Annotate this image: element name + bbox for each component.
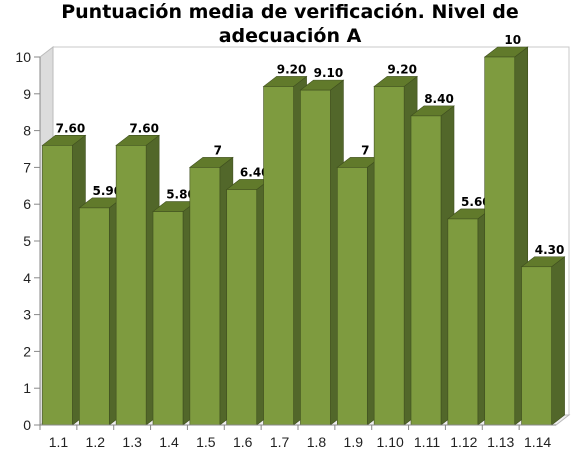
bar-front xyxy=(263,86,294,426)
y-tick-label: 6 xyxy=(23,196,31,212)
x-tick-label: 1.6 xyxy=(233,434,253,450)
bar-front xyxy=(410,115,442,426)
bar: 5.80 xyxy=(152,188,197,426)
x-tick-label: 1.2 xyxy=(86,434,106,450)
data-label: 7.60 xyxy=(56,121,86,135)
bar: 7 xyxy=(188,143,234,426)
y-tick-label: 5 xyxy=(23,233,31,249)
x-tick-label: 1.1 xyxy=(49,434,69,450)
y-tick-label: 7 xyxy=(23,159,31,175)
data-label: 4.30 xyxy=(535,243,565,257)
bar: 7 xyxy=(336,143,382,426)
bar: 9.20 xyxy=(373,62,419,426)
data-label: 5.80 xyxy=(166,188,196,202)
bar: 4.30 xyxy=(520,243,566,426)
y-tick-label: 3 xyxy=(23,307,31,323)
bar-front xyxy=(42,145,73,426)
data-label: 7 xyxy=(214,143,222,157)
bar-front xyxy=(226,189,258,426)
bar: 9.20 xyxy=(262,62,308,426)
x-axis: 1.1 1.2 1.3 1.4 1.5 1.6 1.7 1.8 1.9 1.10 1.11 1.12 1… xyxy=(39,424,556,450)
y-axis: 0 1 2 3 4 5 6 7 8 9 10 xyxy=(15,49,41,433)
bar-front xyxy=(484,56,516,426)
bar: 9.10 xyxy=(299,66,345,426)
data-label: 9.20 xyxy=(387,62,417,76)
x-tick-label: 1.9 xyxy=(344,434,364,450)
bar-front xyxy=(115,145,147,426)
y-tick-label: 1 xyxy=(23,380,31,396)
bar-front xyxy=(336,167,368,426)
bar: 5.90 xyxy=(78,184,124,426)
x-tick-label: 1.11 xyxy=(414,434,440,450)
y-tick-label: 10 xyxy=(15,49,31,65)
data-label: 7.60 xyxy=(129,121,159,135)
data-label: 9.10 xyxy=(314,66,344,80)
bar: 10 xyxy=(483,33,529,426)
data-label: 10 xyxy=(504,33,521,47)
bar: 7.60 xyxy=(41,121,87,426)
x-tick-label: 1.12 xyxy=(450,434,477,450)
bar-front xyxy=(189,167,221,426)
bar-front xyxy=(300,89,331,426)
data-label: 5.60 xyxy=(461,195,491,209)
bars: 7.60 5.90 7.60 5.80 7 6.40 9.20 9.10 7 9.20 8.40 5.… xyxy=(41,33,566,426)
bar: 8.40 xyxy=(410,92,455,426)
x-tick-label: 1.8 xyxy=(307,434,327,450)
y-tick-label: 0 xyxy=(23,417,31,433)
x-tick-label: 1.7 xyxy=(270,434,290,450)
chart-title: Puntuación media de verificación. Nivel … xyxy=(61,1,519,47)
y-tick-label: 9 xyxy=(23,86,31,102)
y-tick-label: 8 xyxy=(23,123,31,139)
data-label: 9.20 xyxy=(277,62,307,76)
bar-front xyxy=(521,266,552,426)
data-label: 8.40 xyxy=(424,92,454,106)
x-tick-label: 1.3 xyxy=(122,434,142,450)
bar-front xyxy=(373,86,405,426)
bar: 6.40 xyxy=(225,165,271,426)
bar-front xyxy=(152,211,184,426)
bar-side xyxy=(551,256,565,426)
y-tick-label: 2 xyxy=(23,343,31,359)
y-tick-label: 4 xyxy=(23,270,31,286)
x-tick-label: 1.14 xyxy=(524,434,551,450)
bar: 5.60 xyxy=(446,195,492,426)
x-tick-label: 1.5 xyxy=(196,434,216,450)
x-tick-label: 1.10 xyxy=(377,434,404,450)
data-label: 6.40 xyxy=(240,165,270,179)
bar: 7.60 xyxy=(115,121,161,426)
data-label: 7 xyxy=(361,143,369,157)
bar-front xyxy=(447,218,479,426)
bar-front xyxy=(78,207,110,426)
x-tick-label: 1.4 xyxy=(159,434,179,450)
data-label: 5.90 xyxy=(92,184,122,198)
x-tick-label: 1.13 xyxy=(487,434,514,450)
